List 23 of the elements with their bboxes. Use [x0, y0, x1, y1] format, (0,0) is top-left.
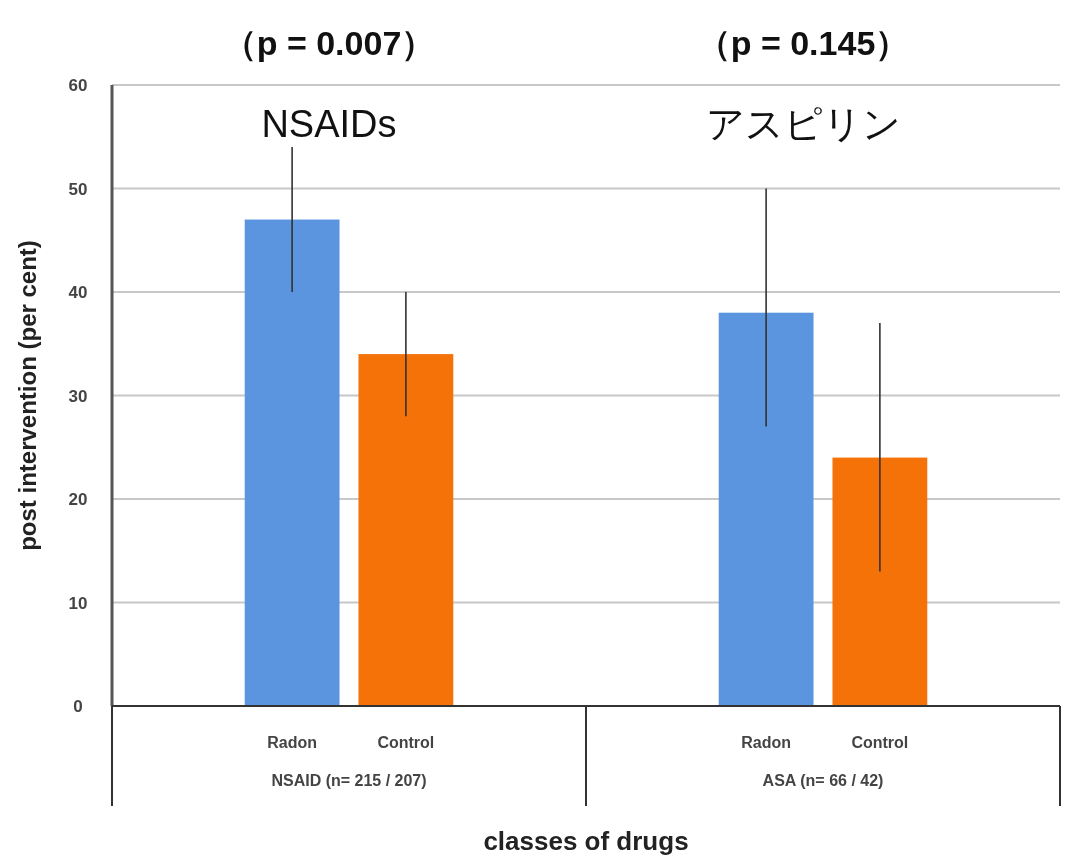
y-tick-label: 0	[73, 697, 83, 716]
bar	[358, 354, 454, 706]
text: （p = 0.145）	[696, 24, 910, 62]
y-tick-label: 10	[68, 593, 88, 613]
y-tick-label: 30	[68, 386, 88, 406]
text: Control	[851, 734, 909, 751]
text: （p = 0.007）	[222, 24, 436, 62]
y-tick-label: 60	[68, 76, 88, 95]
bar	[244, 219, 340, 706]
series-label: Control	[377, 734, 435, 751]
x-axis-title: classes of drugs	[483, 826, 689, 856]
annotation: アスピリン	[705, 103, 901, 145]
y-tick-label: 40	[68, 283, 88, 302]
annotation: NSAIDs	[261, 103, 397, 145]
bar	[718, 312, 814, 706]
text: Radon	[741, 734, 792, 751]
x-tick-label: ASA (n= 66 / 42)	[762, 772, 884, 789]
bar	[832, 457, 928, 706]
y-tick-label: 20	[68, 490, 88, 509]
y-tick-label: 50	[68, 179, 88, 199]
series-label: Radon	[267, 734, 318, 751]
y-axis-title: post intervention (per cent)	[14, 240, 41, 551]
x-tick-label: NSAID (n= 215 / 207)	[271, 772, 427, 789]
